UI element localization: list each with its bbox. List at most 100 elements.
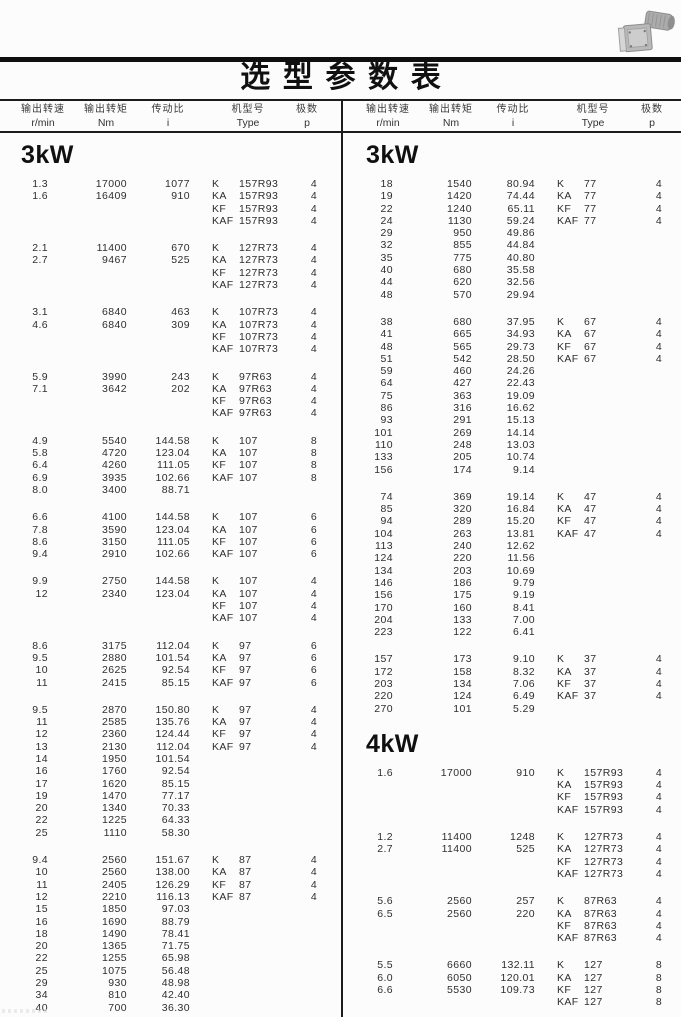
torque-cell xyxy=(48,343,127,355)
speed-cell: 48 xyxy=(380,288,393,301)
tsize-cell xyxy=(584,602,640,614)
tsize-cell: 67 xyxy=(584,328,597,341)
speed-cell: 29 xyxy=(35,977,48,990)
speed-cell xyxy=(0,600,48,612)
ratio-cell: 92.54 xyxy=(161,664,190,677)
tsize-cell xyxy=(239,753,295,765)
table-row: 6.5 2560 220 KA 87R63 4 xyxy=(345,908,681,920)
speed-cell: 3.1 xyxy=(32,306,48,319)
ratio-cell xyxy=(127,279,190,291)
ratio-cell: 44.84 xyxy=(506,239,535,252)
table-row: 2.1 11400 670 K 127R73 4 xyxy=(0,242,341,254)
poles-cell: 8 xyxy=(655,984,663,997)
speed-cell: 146 xyxy=(374,576,393,589)
table-row: 1.3 17000 1077 K 157R93 4 xyxy=(0,178,341,190)
speed-cell: 156 xyxy=(374,463,393,476)
table-row: KAF 157R93 4 xyxy=(345,804,681,816)
speed-cell: 113 xyxy=(375,540,393,553)
ratio-cell: 138.00 xyxy=(155,866,190,879)
speed-cell: 40 xyxy=(380,264,393,277)
ratio-cell: 13.03 xyxy=(506,438,535,451)
poles-cell: 4 xyxy=(310,740,318,753)
table-row: 220 124 6.49 KAF 37 4 xyxy=(345,690,681,702)
speed-cell: 15 xyxy=(35,903,48,916)
tsize-cell: 97R63 xyxy=(239,382,272,395)
tprefix-cell xyxy=(212,753,239,765)
table-row: 6.6 4100 144.58 K 107 6 xyxy=(0,511,341,523)
tprefix-cell xyxy=(557,289,584,301)
tprefix-cell: K xyxy=(212,178,220,190)
speed-cell: 6.5 xyxy=(377,907,393,920)
speed-cell: 6.0 xyxy=(377,971,393,984)
torque-cell: 1620 xyxy=(102,777,127,790)
speed-cell: 110 xyxy=(375,438,393,451)
tsize-cell: 37 xyxy=(584,677,597,690)
tsize-cell xyxy=(239,903,295,915)
row-group: 1.2 11400 1248 K 127R73 4 2.7 11400 525 KA 127R73 4… xyxy=(345,831,681,880)
tprefix-cell: K xyxy=(212,703,220,716)
table-row: 156 175 9.19 xyxy=(345,589,681,601)
table-row: 3.1 6840 463 K 107R73 4 xyxy=(0,306,341,318)
tsize-cell: 127R73 xyxy=(239,266,279,279)
tprefix-cell xyxy=(212,765,239,777)
torque-cell: 3400 xyxy=(102,483,127,496)
poles-cell: 4 xyxy=(310,382,318,395)
tsize-cell xyxy=(239,952,295,964)
tprefix-cell: KF xyxy=(557,791,572,804)
poles-cell: 6 xyxy=(310,535,318,548)
speed-cell: 59 xyxy=(380,365,393,378)
poles-cell xyxy=(304,903,324,915)
speed-cell: 14 xyxy=(35,752,48,765)
table-row: 113 240 12.62 xyxy=(345,540,681,552)
poles-cell: 8 xyxy=(655,959,663,972)
torque-cell: 542 xyxy=(453,352,472,365)
tprefix-cell: KA xyxy=(212,254,227,267)
header-output-speed: 输出转速 r/min xyxy=(4,104,82,130)
tsize-cell xyxy=(584,264,640,276)
tsize-cell: 97R63 xyxy=(239,370,272,383)
poles-cell: 4 xyxy=(310,190,318,203)
ratio-cell: 126.29 xyxy=(155,878,190,891)
torque-cell: 205 xyxy=(453,451,472,464)
ratio-cell xyxy=(127,267,190,279)
table-row: 25 1075 56.48 xyxy=(0,965,341,977)
poles-cell: 4 xyxy=(310,343,318,356)
tprefix-cell: KAF xyxy=(557,932,579,945)
tsize-cell xyxy=(584,703,640,715)
torque-cell xyxy=(48,407,127,419)
speed-cell: 1.6 xyxy=(377,766,393,779)
tprefix-cell: KAF xyxy=(212,740,234,753)
table-row: 5.9 3990 243 K 97R63 4 xyxy=(0,371,341,383)
poles-cell: 4 xyxy=(655,803,663,816)
torque-cell: 101 xyxy=(453,702,472,715)
speed-cell: 9.9 xyxy=(32,575,48,588)
ratio-cell: 64.33 xyxy=(161,814,190,827)
tprefix-cell: KF xyxy=(212,459,227,472)
ratio-cell: 97.03 xyxy=(161,903,190,916)
torque-cell: 1110 xyxy=(103,826,127,839)
tprefix-cell: KA xyxy=(212,523,227,536)
torque-cell: 220 xyxy=(453,552,472,565)
header-type-unit: Type xyxy=(581,117,605,129)
ratio-cell: 144.58 xyxy=(155,511,190,524)
tsize-cell: 157R93 xyxy=(584,803,624,816)
table-row: KAF 107 4 xyxy=(0,612,341,624)
row-group: 5.6 2560 257 K 87R63 4 6.5 2560 220 KA 87R63 4 KF 87R… xyxy=(345,895,681,944)
poles-cell: 4 xyxy=(310,214,318,227)
table-row: 204 133 7.00 xyxy=(345,614,681,626)
speed-cell: 4.9 xyxy=(32,434,48,447)
row-group: 9.9 2750 144.58 K 107 4 12 2340 123.04 KA 107 4 KF 10… xyxy=(0,575,341,624)
ratio-cell: 123.04 xyxy=(155,447,190,460)
ratio-cell xyxy=(127,612,190,624)
speed-cell xyxy=(0,279,48,291)
row-group: 5.5 6660 132.11 K 127 8 6.0 6050 120.01 KA 127 8 6.6… xyxy=(345,959,681,1008)
tsize-cell: 107 xyxy=(239,523,258,536)
table-row: KA 157R93 4 xyxy=(345,779,681,791)
tprefix-cell: KAF xyxy=(557,996,579,1009)
torque-cell: 1365 xyxy=(102,940,127,953)
tprefix-cell xyxy=(557,365,584,377)
ratio-cell: 8.32 xyxy=(512,665,535,678)
ratio-cell xyxy=(127,407,190,419)
torque-cell: 134 xyxy=(453,677,472,690)
torque-cell: 1470 xyxy=(102,789,127,802)
